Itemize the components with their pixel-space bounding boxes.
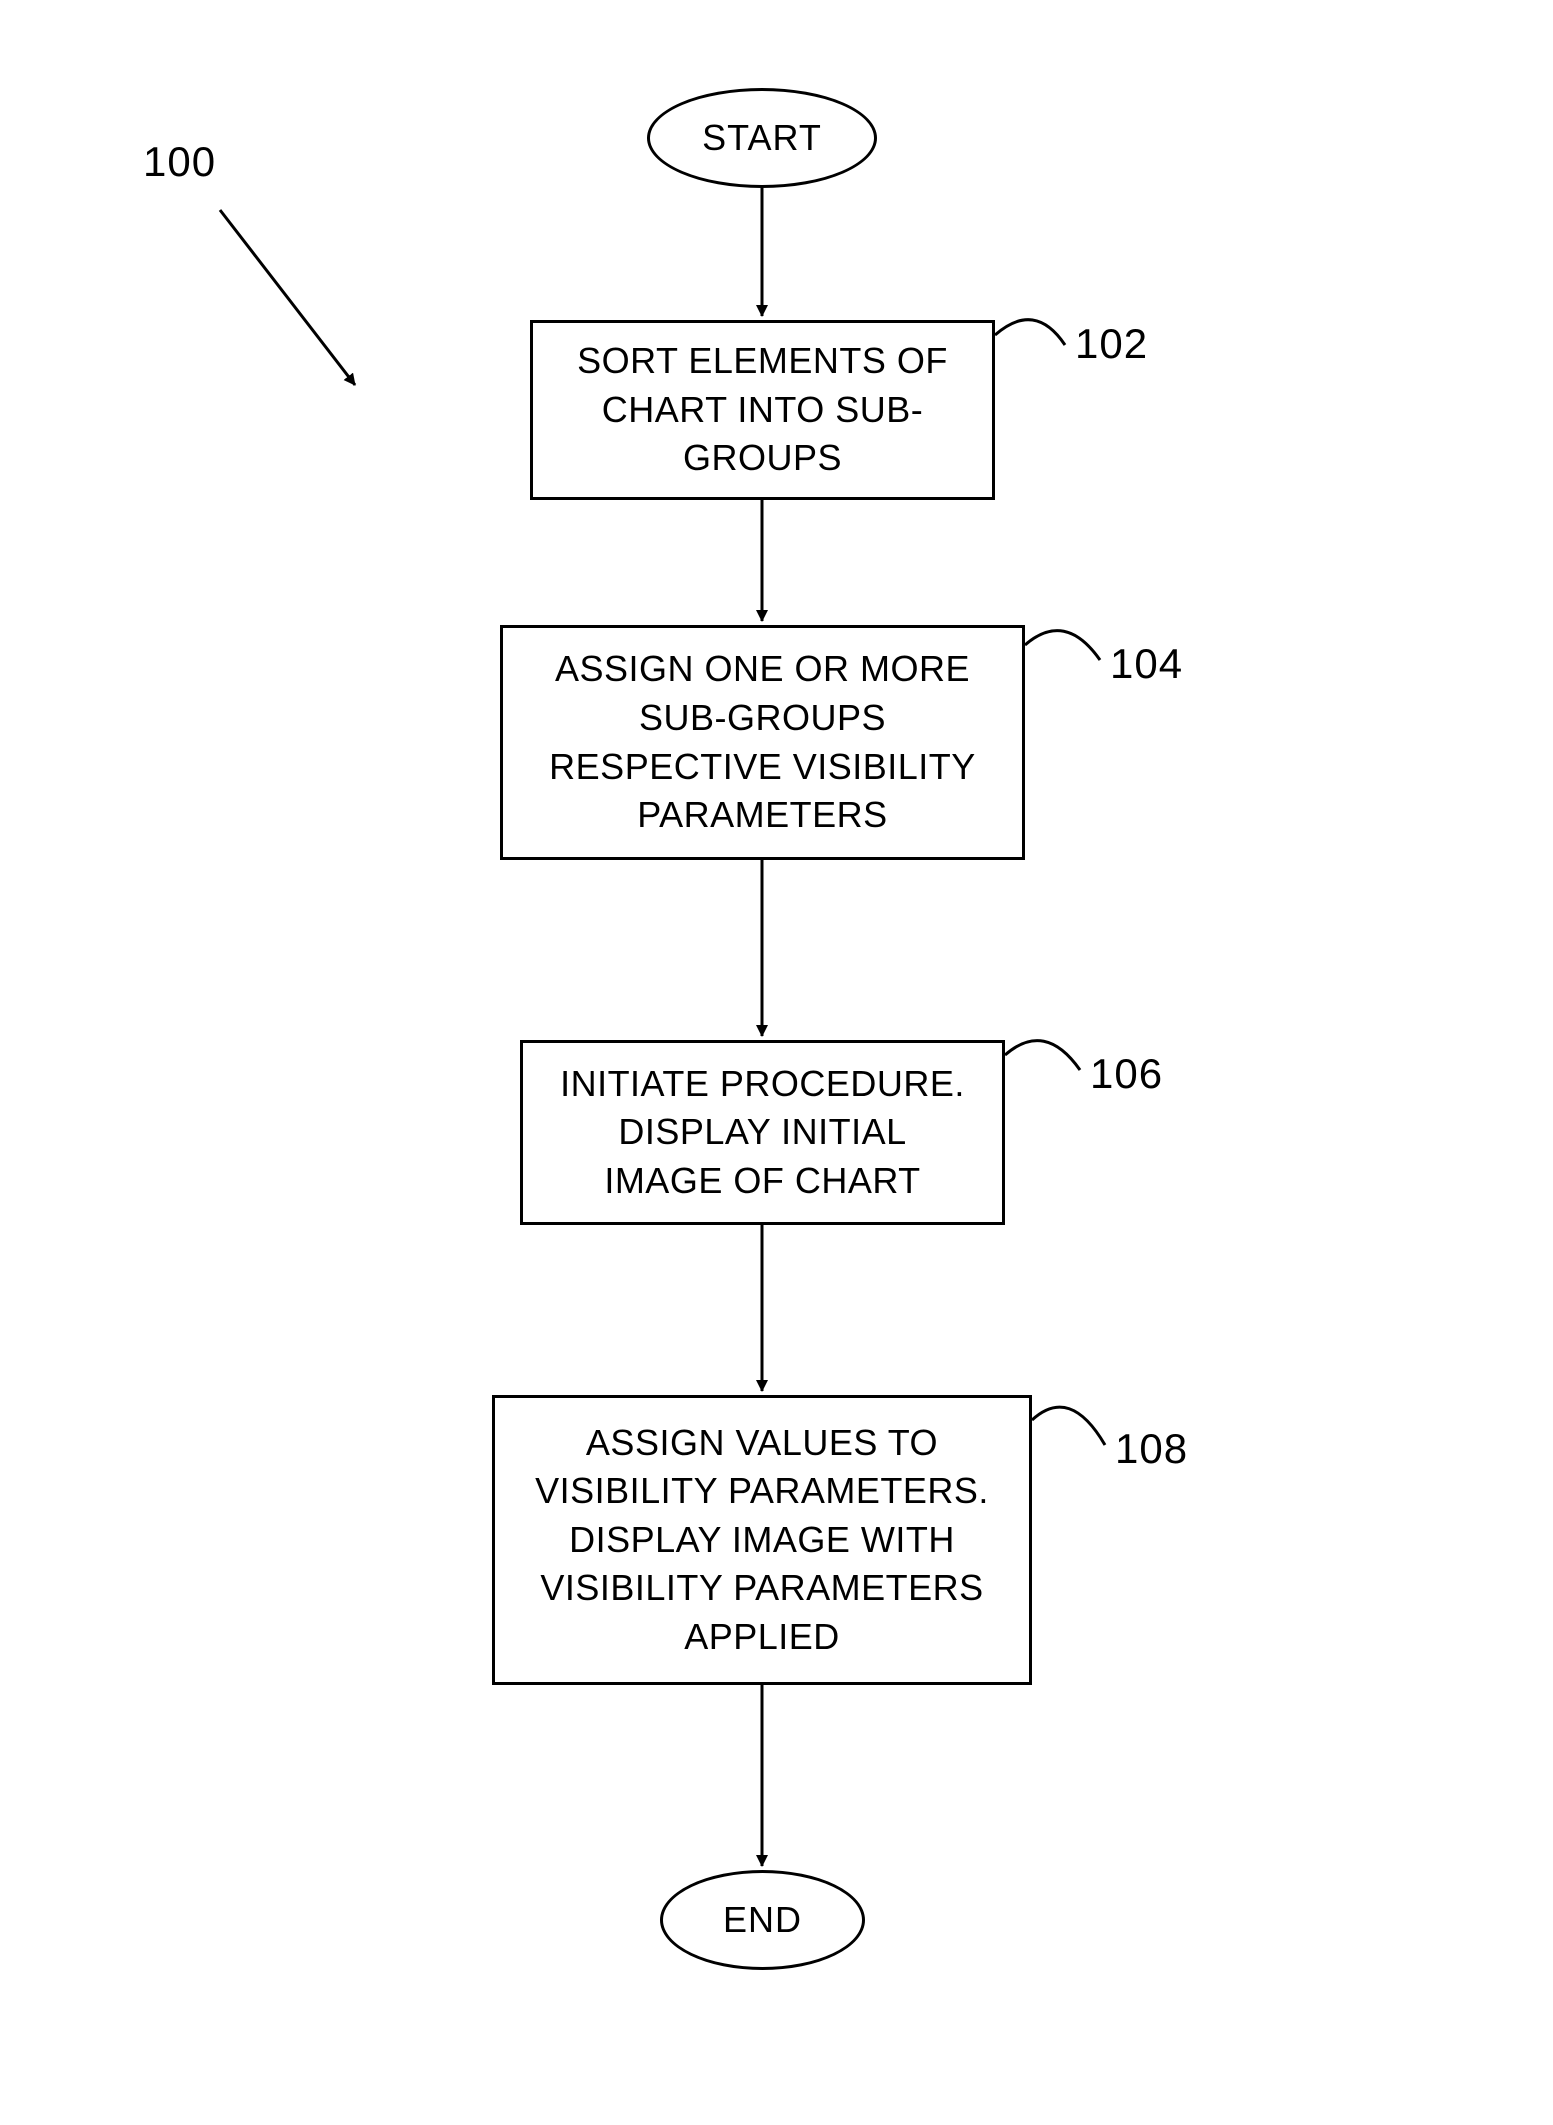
callout-102 <box>995 320 1065 345</box>
process-104-text: ASSIGN ONE OR MORESUB-GROUPSRESPECTIVE V… <box>549 645 976 839</box>
figure-arrow <box>220 210 355 385</box>
process-104: ASSIGN ONE OR MORESUB-GROUPSRESPECTIVE V… <box>500 625 1025 860</box>
callout-108 <box>1032 1407 1105 1445</box>
ref-label-106: 106 <box>1090 1050 1163 1098</box>
flowchart-container: 100 START SORT ELEMENTS OFCHART INTO SUB… <box>0 0 1553 2125</box>
process-108-text: ASSIGN VALUES TOVISIBILITY PARAMETERS.DI… <box>535 1419 989 1662</box>
process-106-text: INITIATE PROCEDURE.DISPLAY INITIALIMAGE … <box>560 1060 965 1206</box>
start-terminal: START <box>647 88 877 188</box>
figure-label-100: 100 <box>143 138 216 186</box>
ref-label-108: 108 <box>1115 1425 1188 1473</box>
callout-106 <box>1005 1041 1080 1070</box>
process-102: SORT ELEMENTS OFCHART INTO SUB-GROUPS <box>530 320 995 500</box>
process-102-text: SORT ELEMENTS OFCHART INTO SUB-GROUPS <box>577 337 948 483</box>
process-106: INITIATE PROCEDURE.DISPLAY INITIALIMAGE … <box>520 1040 1005 1225</box>
process-108: ASSIGN VALUES TOVISIBILITY PARAMETERS.DI… <box>492 1395 1032 1685</box>
ref-label-104: 104 <box>1110 640 1183 688</box>
ref-label-102: 102 <box>1075 320 1148 368</box>
end-terminal: END <box>660 1870 865 1970</box>
callout-104 <box>1025 631 1100 660</box>
